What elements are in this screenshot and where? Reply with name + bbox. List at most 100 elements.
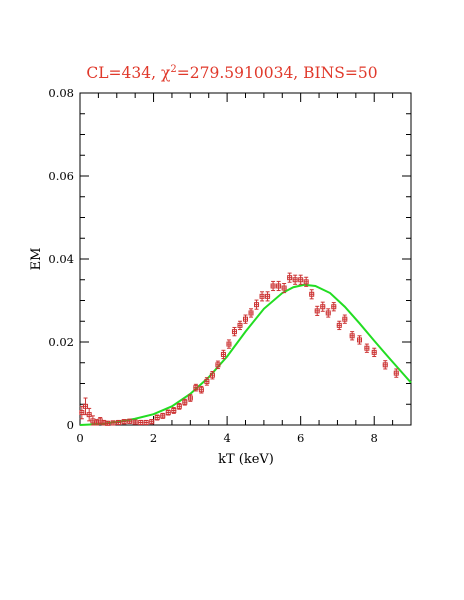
point-marker — [138, 420, 144, 426]
point-marker — [364, 345, 370, 351]
data-point — [110, 420, 116, 426]
data-point — [149, 419, 155, 425]
y-tick-label: 0 — [67, 418, 74, 432]
point-marker — [303, 279, 309, 285]
point-marker — [187, 395, 193, 401]
model-curve-layer — [79, 283, 412, 426]
data-point — [198, 385, 204, 394]
data-point — [265, 291, 271, 302]
data-point — [314, 305, 320, 316]
data-point — [331, 302, 337, 312]
point-marker — [287, 275, 293, 281]
point-marker — [292, 277, 298, 283]
plot-frame — [79, 92, 412, 426]
point-marker — [270, 283, 276, 289]
point-marker — [149, 419, 155, 425]
point-marker — [132, 419, 138, 425]
data-point — [298, 274, 304, 285]
point-marker — [357, 337, 363, 343]
data-point — [182, 398, 188, 406]
data-point — [320, 301, 326, 312]
point-marker — [171, 407, 177, 413]
axis-ticks — [79, 92, 411, 426]
point-marker — [182, 399, 188, 405]
title-superscript: 2 — [170, 64, 176, 75]
title-chi: χ — [161, 64, 171, 82]
point-marker — [325, 310, 331, 316]
data-point — [193, 383, 199, 392]
data-point — [165, 409, 171, 416]
point-marker — [320, 304, 326, 310]
point-marker — [276, 283, 282, 289]
point-marker — [336, 322, 342, 328]
data-point — [281, 282, 287, 294]
title-suffix: =279.5910034, BINS=50 — [177, 64, 378, 82]
data-point — [209, 370, 215, 380]
data-point — [364, 343, 370, 353]
point-marker — [105, 420, 111, 426]
point-marker — [298, 277, 304, 283]
y-tick-label: 0.04 — [48, 252, 74, 266]
data-point — [342, 314, 348, 324]
data-point — [382, 360, 388, 370]
point-marker — [209, 372, 215, 378]
data-points-layer — [79, 272, 399, 426]
data-point — [254, 299, 260, 310]
y-axis-label: EM — [29, 248, 44, 271]
point-marker — [243, 316, 248, 322]
point-marker — [237, 322, 243, 328]
data-point — [154, 414, 160, 421]
point-marker — [349, 333, 355, 339]
point-marker — [143, 420, 149, 426]
data-point — [248, 308, 254, 318]
model-curve — [79, 283, 412, 426]
point-marker — [259, 293, 265, 299]
point-marker — [121, 419, 127, 425]
data-point — [231, 326, 237, 337]
point-marker — [393, 370, 399, 376]
data-point — [287, 272, 293, 283]
x-tick-label: 8 — [371, 431, 378, 445]
data-point — [292, 274, 298, 285]
data-point — [94, 419, 100, 426]
data-point — [226, 339, 232, 349]
x-tick-label: 6 — [297, 431, 304, 445]
y-tick-label: 0.08 — [48, 86, 74, 100]
data-point — [276, 280, 282, 292]
point-marker — [127, 418, 133, 424]
point-marker — [220, 351, 226, 357]
data-point — [393, 368, 399, 378]
data-point — [171, 407, 177, 414]
point-marker — [382, 362, 388, 368]
point-marker — [254, 302, 260, 308]
point-marker — [215, 362, 221, 368]
data-point — [187, 394, 193, 402]
data-point — [325, 308, 331, 318]
data-point — [83, 397, 89, 416]
x-tick-labels: 0 2 4 6 8 — [76, 431, 378, 445]
point-marker — [176, 403, 182, 409]
point-marker — [193, 385, 199, 391]
point-marker — [371, 349, 377, 355]
point-marker — [314, 308, 320, 314]
data-point — [237, 320, 243, 331]
data-point — [309, 289, 315, 300]
point-marker — [116, 420, 122, 426]
point-marker — [226, 341, 232, 347]
data-point — [132, 419, 138, 425]
point-marker — [160, 413, 166, 419]
data-point — [243, 314, 248, 324]
data-point — [143, 419, 149, 426]
point-marker — [248, 310, 254, 316]
point-marker — [83, 403, 89, 409]
point-marker — [110, 420, 116, 426]
point-marker — [342, 316, 348, 322]
x-tick-label: 4 — [223, 431, 230, 445]
data-point — [259, 291, 265, 302]
point-marker — [198, 387, 204, 393]
y-tick-label: 0.06 — [48, 169, 74, 183]
data-point — [138, 419, 144, 426]
data-point — [127, 418, 133, 424]
y-tick-label: 0.02 — [48, 335, 74, 349]
